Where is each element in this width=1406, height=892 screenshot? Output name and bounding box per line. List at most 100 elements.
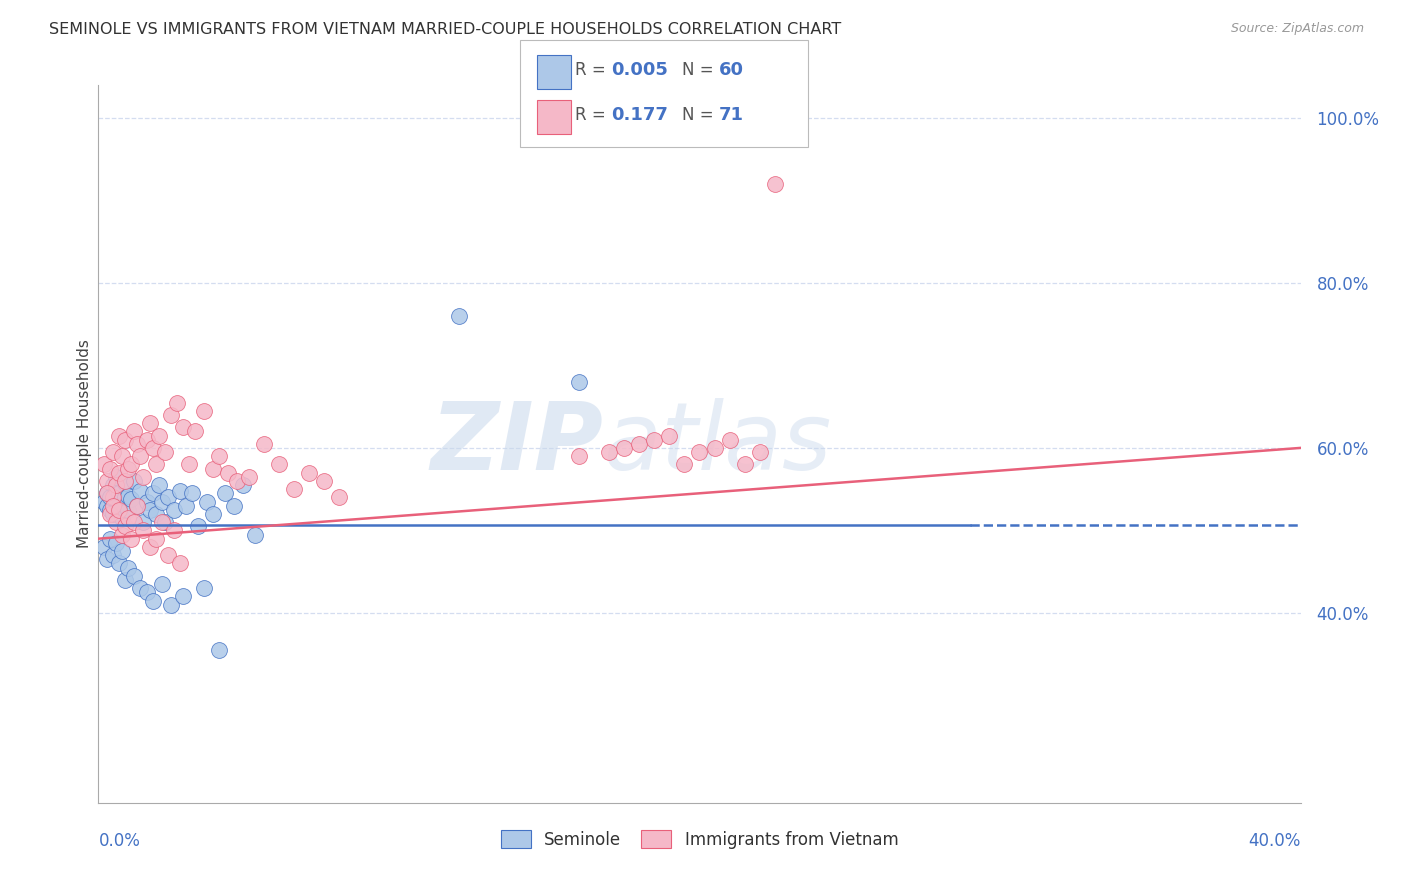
Point [193,403,215,417]
Point [159,408,181,422]
Point [162,503,184,517]
Point [748,445,770,459]
Text: 40.0%: 40.0% [1249,831,1301,849]
Point [132,515,155,529]
Point [688,445,710,459]
Text: atlas: atlas [603,398,831,490]
Point [148,428,170,442]
Text: ZIP: ZIP [430,398,603,490]
Point [124,474,146,488]
Point [105,478,128,492]
Point [129,449,152,463]
Point [114,491,136,505]
Point [114,474,136,488]
Point [195,494,218,508]
Point [138,503,160,517]
Point [169,557,191,571]
Point [108,466,131,480]
Point [135,494,157,508]
Point [598,445,620,459]
Point [132,470,155,484]
Point [148,478,170,492]
Point [232,478,254,492]
Point [253,437,276,451]
Point [169,483,191,498]
Point [117,503,139,517]
Text: 71: 71 [718,106,744,124]
Point [180,486,202,500]
Point [114,475,136,490]
Text: 60: 60 [718,62,744,79]
Point [108,499,131,513]
Point [328,491,350,505]
Point [114,433,136,447]
Text: N =: N = [682,106,718,124]
Point [298,466,321,480]
Point [124,515,146,529]
Point [162,524,184,538]
Point [129,483,152,498]
Point [132,524,155,538]
Point [96,486,118,500]
Point [117,489,139,503]
Point [93,540,115,554]
Point [763,177,786,191]
Point [105,470,128,484]
Point [172,420,194,434]
Text: R =: R = [575,62,612,79]
Text: 0.177: 0.177 [612,106,668,124]
Text: SEMINOLE VS IMMIGRANTS FROM VIETNAM MARRIED-COUPLE HOUSEHOLDS CORRELATION CHART: SEMINOLE VS IMMIGRANTS FROM VIETNAM MARR… [49,22,841,37]
Point [96,486,118,500]
Point [145,458,167,472]
Point [93,494,115,508]
Point [103,499,125,513]
Point [100,461,122,475]
Point [177,458,200,472]
Point [117,461,139,475]
Point [121,491,143,506]
Point [105,482,128,496]
Point [141,486,163,500]
Point [124,425,146,439]
Point [214,486,236,500]
Point [138,416,160,430]
Point [124,569,146,583]
Point [100,532,122,546]
Point [243,527,266,541]
Point [111,527,134,541]
Point [114,519,136,533]
Point [111,511,134,525]
Point [135,433,157,447]
Point [96,499,118,513]
Text: Source: ZipAtlas.com: Source: ZipAtlas.com [1230,22,1364,36]
Point [283,482,305,496]
Point [703,441,725,455]
Point [111,544,134,558]
Point [208,449,231,463]
Point [103,478,125,492]
Point [93,458,115,472]
Point [129,581,152,595]
Point [138,540,160,554]
Point [96,474,118,488]
Point [105,536,128,550]
Point [127,437,149,451]
Point [718,433,741,447]
Point [568,449,591,463]
Point [141,441,163,455]
Point [150,515,173,529]
Point [121,532,143,546]
Point [100,507,122,521]
Point [103,445,125,459]
Y-axis label: Married-couple Households: Married-couple Households [77,339,91,549]
Point [117,511,139,525]
Point [96,552,118,566]
Point [166,395,188,409]
Point [141,593,163,607]
Point [127,499,149,513]
Point [183,425,205,439]
Point [201,461,224,475]
Point [156,548,179,562]
Point [613,441,636,455]
Point [108,428,131,442]
